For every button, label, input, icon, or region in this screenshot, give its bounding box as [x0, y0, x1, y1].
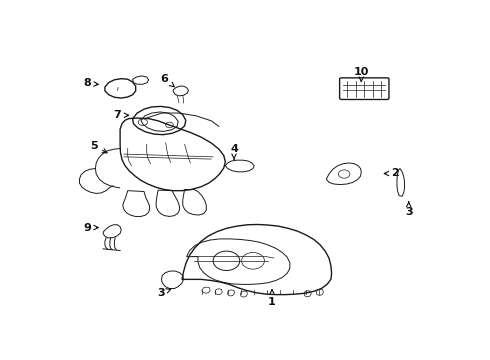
Text: 7: 7	[114, 110, 129, 120]
Text: 3: 3	[157, 288, 171, 298]
Text: 6: 6	[161, 74, 174, 87]
Text: 8: 8	[83, 78, 98, 89]
Text: 4: 4	[230, 144, 238, 159]
Text: 9: 9	[83, 222, 98, 233]
Text: 3: 3	[405, 202, 413, 217]
Text: 5: 5	[90, 141, 107, 153]
Text: 10: 10	[354, 67, 369, 81]
Text: 1: 1	[268, 290, 276, 307]
Text: 2: 2	[384, 168, 399, 179]
